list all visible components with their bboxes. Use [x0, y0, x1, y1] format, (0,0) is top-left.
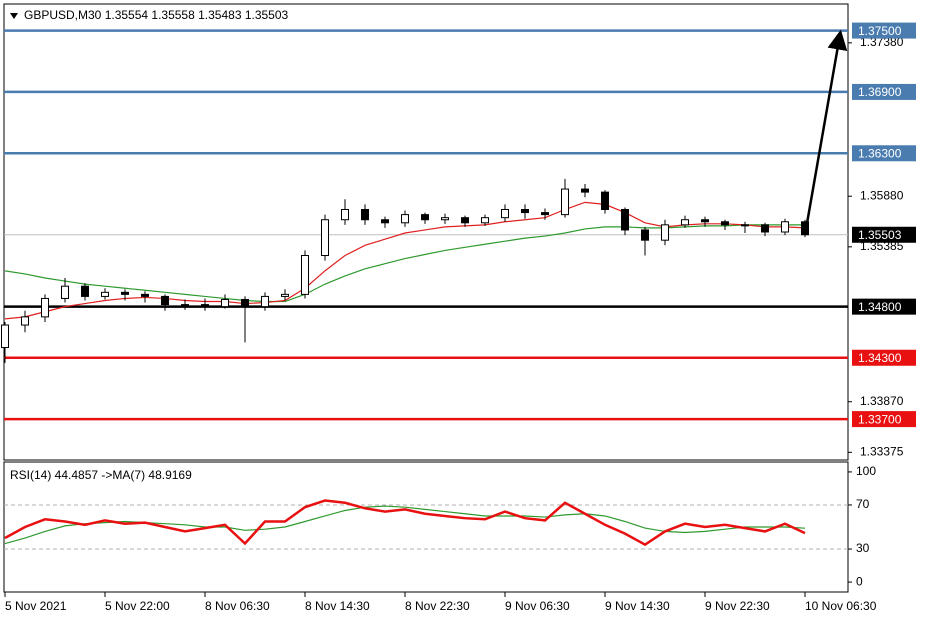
candle-body [201, 304, 209, 308]
candle-body [501, 209, 509, 219]
candle-body [441, 217, 449, 221]
y-tick-label: 30 [856, 541, 870, 555]
rsi-panel [3, 461, 849, 593]
candle-body [241, 298, 249, 308]
y-tick-label: 70 [856, 497, 870, 511]
last-price-box [852, 226, 916, 243]
candle-body [141, 293, 149, 297]
y-tick-label: 1.35880 [860, 188, 904, 202]
candle-body [381, 219, 389, 224]
candle-body [341, 209, 349, 221]
x-tick-label: 9 Nov 14:30 [605, 599, 670, 613]
candle-body [541, 212, 549, 216]
candle-body [761, 224, 769, 233]
candle-body [421, 214, 429, 221]
candle-body [361, 209, 369, 221]
y-tick-label: 1.33375 [860, 445, 904, 459]
candle-body [401, 214, 409, 224]
level-label: 1.33700 [858, 412, 902, 426]
last-price-label: 1.35503 [858, 228, 902, 242]
candle-body [461, 217, 469, 224]
x-tick-label: 5 Nov 22:00 [105, 599, 170, 613]
x-tick-label: 9 Nov 22:30 [705, 599, 770, 613]
level-label: 1.36900 [858, 85, 902, 99]
candle-body [261, 295, 269, 308]
y-tick-label: 0 [856, 574, 863, 588]
candle-body [481, 217, 489, 224]
candle-body [641, 229, 649, 241]
y-tick-label: 100 [856, 464, 876, 478]
candle-body [721, 221, 729, 226]
candle-body [181, 304, 189, 307]
main-panel [3, 3, 849, 461]
x-tick-label: 8 Nov 06:30 [205, 599, 270, 613]
moving-average-line [4, 201, 806, 320]
rsi-line [4, 499, 806, 547]
level-label-box [852, 145, 916, 162]
x-tick-label: 10 Nov 06:30 [805, 599, 877, 613]
target-arrow [803, 29, 848, 235]
candle-body [521, 209, 529, 214]
level-label-box [852, 298, 916, 315]
candle-body [621, 209, 629, 231]
candle-body [581, 188, 589, 193]
level-label-box [852, 349, 916, 366]
candle-body [301, 255, 309, 295]
candle-body [41, 297, 49, 318]
candle-body [681, 219, 689, 226]
level-label: 1.36300 [858, 146, 902, 160]
candle-body [101, 291, 109, 297]
candle-body [601, 191, 609, 211]
candle-body [701, 219, 709, 223]
candle-body [161, 295, 169, 306]
x-tick-label: 9 Nov 06:30 [505, 599, 570, 613]
chart-title: GBPUSD,M30 1.35554 1.35558 1.35483 1.355… [24, 8, 289, 22]
candle-body [661, 224, 669, 241]
x-tick-label: 5 Nov 2021 [5, 599, 67, 613]
candle-body [561, 188, 569, 216]
level-label: 1.37500 [858, 24, 902, 38]
rsi-title: RSI(14) 44.4857 ->MA(7) 48.9169 [10, 468, 192, 482]
x-tick-label: 8 Nov 14:30 [305, 599, 370, 613]
candle-body [121, 291, 129, 295]
candle-body [61, 285, 69, 299]
candle-body [1, 324, 9, 349]
candle-body [21, 316, 29, 326]
level-label: 1.34300 [858, 351, 902, 365]
level-label-box [852, 83, 916, 100]
level-label: 1.34800 [858, 300, 902, 314]
moving-average-line [4, 224, 805, 303]
level-label-box [852, 411, 916, 428]
level-label-box [852, 22, 916, 39]
candle-body [741, 224, 749, 227]
candle-body [781, 221, 789, 233]
symbol-menu-arrow[interactable] [10, 13, 18, 19]
candle-body [321, 219, 329, 257]
candle-body [221, 298, 229, 308]
y-tick-label: 1.33870 [860, 394, 904, 408]
x-tick-label: 8 Nov 22:30 [405, 599, 470, 613]
candle-body [281, 293, 289, 297]
candle-body [81, 285, 89, 297]
